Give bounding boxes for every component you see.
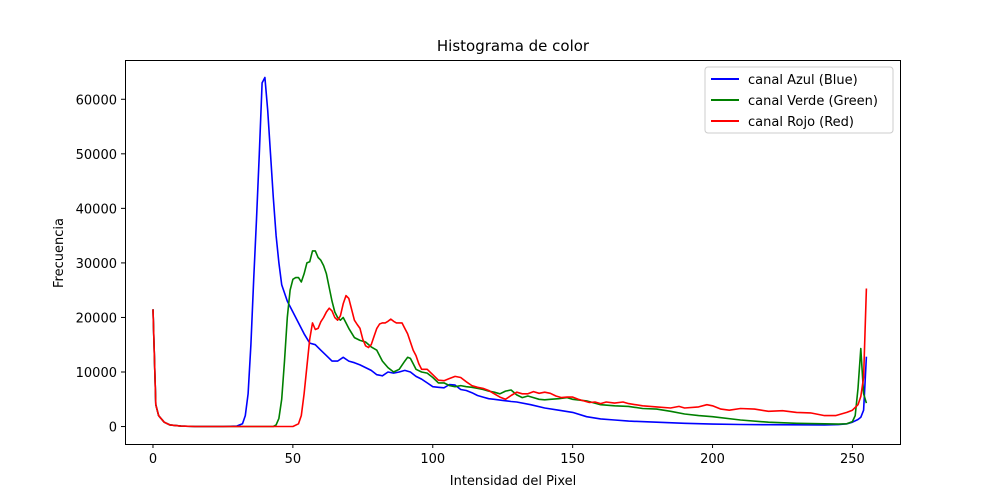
x-tick-label-5: 250 (840, 452, 865, 467)
x-axis-ticks: 0 50 100 150 200 250 (149, 444, 865, 467)
y-tick-label-3: 30000 (76, 257, 117, 272)
legend-label-0: canal Azul (Blue) (748, 73, 858, 88)
y-tick-label-4: 40000 (76, 202, 117, 217)
plot-area-frame (125, 60, 901, 445)
series-line-1 (152, 250, 868, 428)
x-axis-label: Intensidad del Pixel (450, 474, 576, 489)
y-tick-label-5: 50000 (76, 148, 117, 163)
legend: canal Azul (Blue) canal Verde (Green) cana… (704, 66, 894, 134)
legend-box (704, 66, 894, 134)
y-tick-label-0: 0 (109, 421, 117, 436)
y-tick-label-2: 20000 (76, 311, 117, 326)
x-tick-label-4: 200 (700, 452, 725, 467)
y-axis-ticks: 0 10000 20000 30000 40000 50000 60000 (76, 93, 125, 436)
x-tick-label-0: 0 (149, 452, 157, 467)
series-line-2 (152, 288, 868, 428)
x-tick-label-2: 100 (420, 452, 445, 467)
y-axis-label: Frecuencia (52, 218, 67, 288)
series-layer (152, 76, 868, 428)
series-line-0 (152, 76, 868, 428)
chart-title: Histograma de color (437, 37, 590, 55)
x-tick-label-1: 50 (285, 452, 302, 467)
y-tick-label-6: 60000 (76, 93, 117, 108)
legend-label-1: canal Verde (Green) (748, 94, 878, 109)
y-tick-label-1: 10000 (76, 366, 117, 381)
legend-label-2: canal Rojo (Red) (748, 115, 854, 130)
x-tick-label-3: 150 (560, 452, 585, 467)
